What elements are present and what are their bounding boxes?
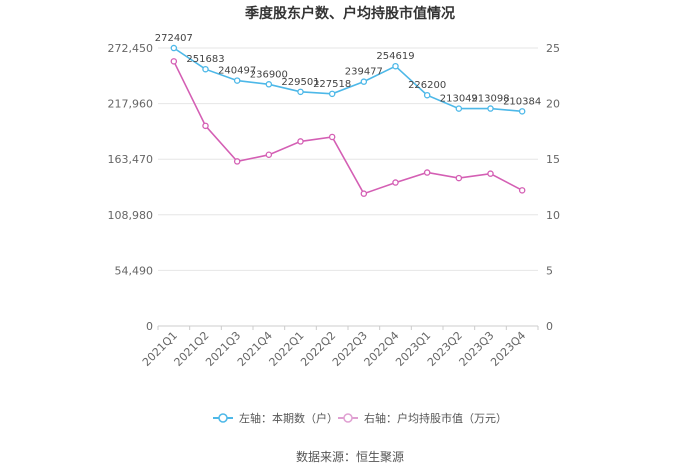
series-point-1	[518, 187, 526, 194]
series-line-0	[173, 47, 523, 113]
data-label: 272407	[155, 33, 193, 44]
data-label: 240497	[218, 66, 256, 77]
series-point-0	[170, 44, 178, 52]
series-lines	[173, 47, 523, 195]
left-axis-tick-label: 0	[146, 320, 153, 333]
data-label: 213049	[440, 94, 478, 105]
data-label: 210384	[503, 96, 541, 107]
chart-title: 季度股东户数、户均持股市值情况	[244, 5, 455, 22]
left-axis-tick-label: 163,470	[108, 153, 154, 166]
series-point-1	[170, 58, 178, 65]
x-axis: 2021Q12021Q22021Q32021Q42022Q12022Q22022…	[140, 325, 539, 369]
right-axis-tick-label: 0	[546, 320, 553, 333]
left-axis: 0 54,490 108,980 163,470 217,960 272,450	[108, 42, 154, 333]
right-axis-tick-label: 5	[546, 264, 553, 277]
series-points	[170, 44, 526, 197]
right-axis-tick-label: 20	[546, 98, 560, 111]
x-axis-tick-label: 2023Q4	[488, 329, 528, 369]
series-point-1	[328, 133, 336, 141]
left-axis-tick-label: 54,490	[115, 264, 154, 277]
data-label: 239477	[345, 67, 383, 78]
data-label: 236900	[250, 69, 288, 80]
data-label: 227518	[313, 79, 351, 90]
legend-label-households: 左轴：本期数（户）	[239, 411, 338, 425]
series-point-1	[233, 158, 241, 165]
right-axis-tick-label: 10	[546, 209, 560, 222]
series-point-0	[455, 105, 463, 112]
right-axis-tick-label: 15	[546, 153, 560, 166]
data-label: 251683	[186, 54, 224, 65]
data-source: 数据来源：恒生聚源	[296, 449, 404, 464]
left-axis-tick-label: 217,960	[108, 98, 154, 111]
right-axis-tick-label: 25	[546, 42, 560, 55]
series-point-0	[518, 108, 526, 115]
series-point-1	[202, 122, 209, 130]
legend-label-avg-value: 右轴：户均持股市值（万元）	[364, 411, 507, 425]
data-label: 226200	[408, 80, 446, 91]
legend-item-households[interactable]: 左轴：本期数（户）	[213, 411, 338, 425]
series-point-1	[487, 170, 494, 177]
series-point-1	[360, 190, 368, 197]
series-point-1	[265, 151, 273, 159]
series-point-1	[297, 138, 304, 145]
series-point-0	[233, 77, 241, 84]
right-axis: 0 5 10 15 20 25	[546, 42, 560, 333]
data-label: 229501	[281, 77, 319, 88]
series-point-0	[265, 81, 273, 88]
legend-marker-households	[218, 413, 228, 423]
grid-lines	[158, 47, 538, 271]
series-point-0	[202, 65, 209, 73]
data-label: 254619	[376, 51, 414, 62]
series-point-0	[297, 88, 304, 96]
series-line-1	[173, 60, 523, 195]
legend-item-avg-value[interactable]: 右轴：户均持股市值（万元）	[338, 411, 507, 425]
series-point-0	[487, 105, 494, 112]
data-label: 213098	[471, 94, 509, 105]
series-point-1	[423, 169, 431, 176]
series-point-1	[455, 174, 463, 182]
series-point-0	[360, 78, 368, 85]
series-point-0	[392, 62, 399, 70]
legend: 左轴：本期数（户） 右轴：户均持股市值（万元）	[213, 411, 507, 425]
legend-marker-avg-value	[343, 413, 353, 423]
data-labels: 272407 2516832404972369002295012275182394…	[155, 33, 542, 107]
left-axis-tick-label: 108,980	[108, 209, 154, 222]
series-point-1	[392, 179, 399, 186]
series-point-0	[423, 91, 431, 99]
left-axis-tick-label: 272,450	[108, 42, 154, 55]
series-point-0	[328, 90, 336, 98]
